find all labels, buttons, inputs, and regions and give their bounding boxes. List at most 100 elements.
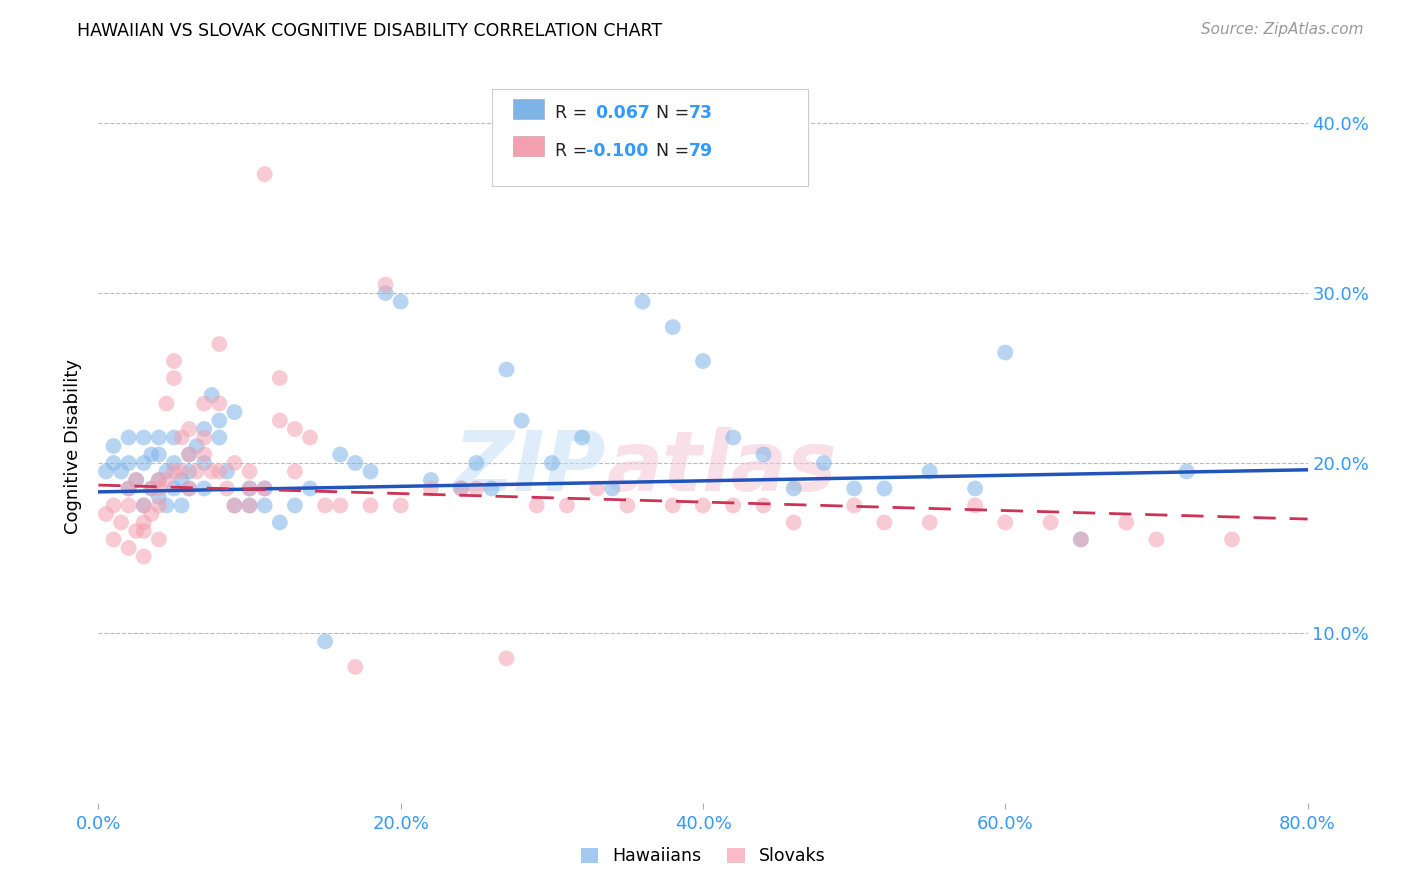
Point <box>723 430 745 444</box>
Point <box>1220 533 1243 547</box>
Point <box>148 499 170 513</box>
Point <box>420 473 443 487</box>
Point <box>918 516 941 530</box>
Point <box>179 482 201 496</box>
Point <box>389 294 412 309</box>
Point <box>450 482 472 496</box>
Point <box>193 456 215 470</box>
Point <box>208 396 231 410</box>
Point <box>170 465 193 479</box>
Point <box>374 286 396 301</box>
Point <box>918 465 941 479</box>
Point <box>661 320 683 334</box>
Point <box>495 362 517 376</box>
Point <box>132 430 155 444</box>
Point <box>495 651 517 665</box>
Point <box>94 465 117 479</box>
Point <box>170 430 193 444</box>
Point <box>132 524 155 538</box>
Point <box>374 277 396 292</box>
Point <box>193 396 215 410</box>
Point <box>844 482 866 496</box>
Point <box>994 516 1017 530</box>
Point <box>329 499 352 513</box>
Point <box>844 499 866 513</box>
Point <box>170 473 193 487</box>
Point <box>155 465 177 479</box>
Point <box>752 499 775 513</box>
Point <box>179 482 201 496</box>
Point <box>163 430 186 444</box>
Point <box>284 499 307 513</box>
Point <box>215 465 238 479</box>
Point <box>586 482 609 496</box>
Point <box>239 482 262 496</box>
Point <box>723 499 745 513</box>
Point <box>783 482 806 496</box>
Point <box>253 482 276 496</box>
Point <box>148 473 170 487</box>
Point <box>118 541 141 555</box>
Point <box>208 465 231 479</box>
Point <box>253 167 276 181</box>
Point <box>132 516 155 530</box>
Point <box>284 422 307 436</box>
Point <box>1115 516 1137 530</box>
Point <box>253 499 276 513</box>
Point <box>420 482 443 496</box>
Point <box>148 430 170 444</box>
Text: 79: 79 <box>689 142 713 160</box>
Point <box>141 507 163 521</box>
Point <box>344 456 367 470</box>
Point <box>224 456 246 470</box>
Point <box>148 448 170 462</box>
Point <box>616 499 638 513</box>
Point <box>269 516 291 530</box>
Point <box>163 465 186 479</box>
Point <box>239 499 262 513</box>
Point <box>299 430 322 444</box>
Point <box>170 499 193 513</box>
Text: HAWAIIAN VS SLOVAK COGNITIVE DISABILITY CORRELATION CHART: HAWAIIAN VS SLOVAK COGNITIVE DISABILITY … <box>77 22 662 40</box>
Point <box>103 456 125 470</box>
Point <box>163 354 186 368</box>
Point <box>163 456 186 470</box>
Point <box>148 490 170 504</box>
Point <box>239 465 262 479</box>
Point <box>299 482 322 496</box>
Point <box>465 482 488 496</box>
Point <box>783 516 806 530</box>
Point <box>873 482 896 496</box>
Point <box>179 448 201 462</box>
Point <box>360 465 382 479</box>
Point <box>555 499 578 513</box>
Point <box>103 499 125 513</box>
Point <box>360 499 382 513</box>
Point <box>125 473 148 487</box>
Point <box>873 516 896 530</box>
Point <box>253 482 276 496</box>
Point <box>1070 533 1092 547</box>
Point <box>224 499 246 513</box>
Point <box>208 413 231 427</box>
Point <box>179 448 201 462</box>
Point <box>118 482 141 496</box>
Point <box>965 499 987 513</box>
Point <box>481 482 503 496</box>
Text: R =: R = <box>555 104 599 122</box>
Point <box>215 482 238 496</box>
Point <box>224 405 246 419</box>
Point <box>269 371 291 385</box>
Point <box>193 422 215 436</box>
Point <box>110 465 132 479</box>
Point <box>193 430 215 444</box>
Point <box>1175 465 1198 479</box>
Point <box>631 294 654 309</box>
Point <box>602 482 624 496</box>
Point <box>269 413 291 427</box>
Point <box>179 465 201 479</box>
Point <box>208 337 231 351</box>
Point <box>141 482 163 496</box>
Point <box>692 499 714 513</box>
Point <box>450 482 472 496</box>
